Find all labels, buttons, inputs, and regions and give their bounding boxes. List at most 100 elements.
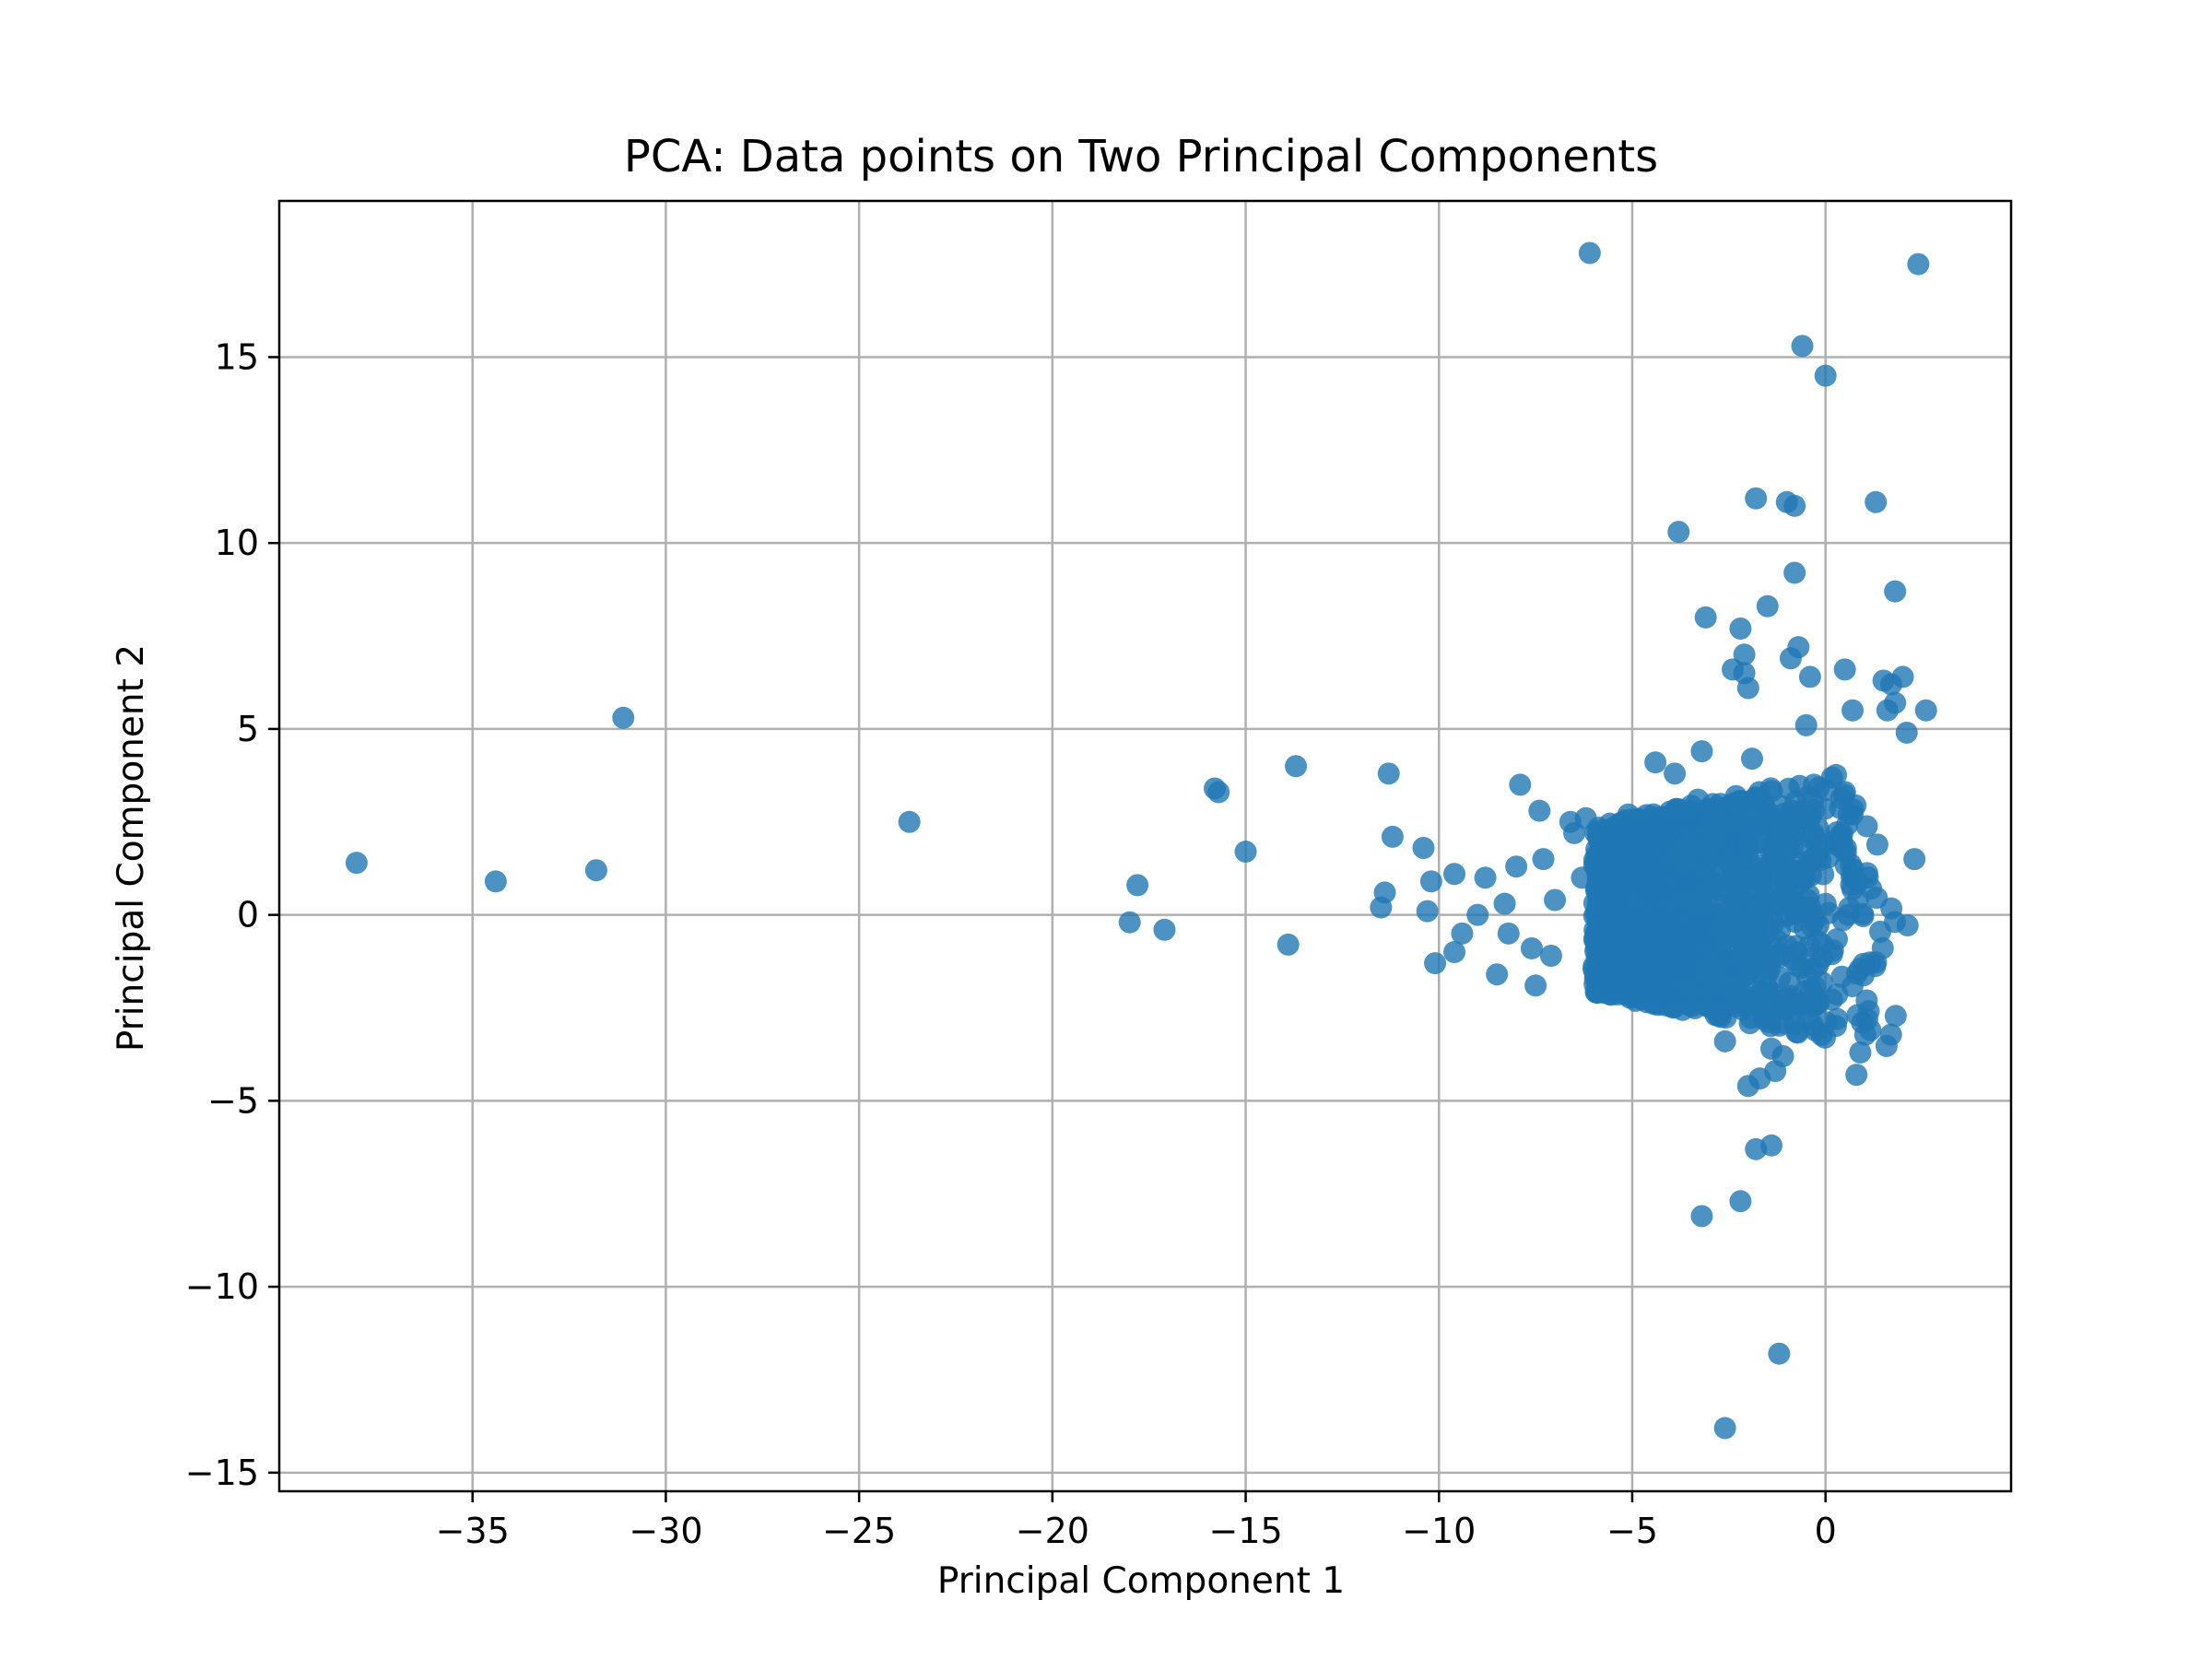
scatter-point — [1667, 521, 1690, 544]
scatter-point — [1771, 1044, 1794, 1067]
y-tick-label: 0 — [237, 895, 259, 935]
scatter-point — [1616, 966, 1639, 989]
scatter-point — [1811, 933, 1834, 956]
scatter-point — [1505, 855, 1528, 878]
scatter-point — [1903, 848, 1926, 871]
scatter-point — [1804, 994, 1827, 1017]
scatter-point — [1746, 870, 1769, 893]
scatter-point — [1841, 699, 1865, 722]
scatter-point — [1381, 825, 1404, 848]
scatter-point — [1759, 1134, 1783, 1157]
x-tick-label: −30 — [629, 1511, 702, 1551]
scatter-point — [1730, 919, 1753, 942]
scatter-point — [1698, 881, 1721, 904]
scatter-point — [1153, 918, 1176, 941]
y-tick-label: −5 — [207, 1080, 259, 1121]
scatter-point — [1497, 922, 1520, 945]
scatter-point — [1826, 982, 1849, 1006]
scatter-point — [1710, 832, 1733, 855]
y-tick-label: −10 — [185, 1266, 259, 1307]
scatter-point — [1539, 945, 1562, 968]
scatter-point — [1814, 892, 1837, 915]
chart-title: PCA: Data points on Two Principal Compon… — [624, 131, 1658, 182]
scatter-point — [1643, 868, 1666, 891]
x-tick-label: −20 — [1016, 1511, 1089, 1551]
scatter-point — [1830, 965, 1853, 988]
scatter-point — [1745, 487, 1768, 510]
scatter-point — [1755, 996, 1778, 1019]
scatter-point — [1625, 885, 1648, 908]
scatter-point — [1632, 948, 1655, 971]
scatter-point — [1590, 892, 1613, 915]
scatter-point — [1800, 914, 1823, 937]
scatter-point — [1524, 974, 1547, 997]
scatter-point — [1803, 773, 1826, 796]
scatter-point — [1734, 890, 1757, 913]
scatter-point — [484, 870, 507, 893]
scatter-point — [1706, 1000, 1729, 1023]
x-tick-label: −15 — [1208, 1511, 1282, 1551]
x-tick-label: −10 — [1402, 1511, 1476, 1551]
scatter-point — [1740, 747, 1763, 771]
scatter-point — [1914, 699, 1937, 722]
scatter-point — [1713, 1030, 1736, 1053]
scatter-point — [1796, 888, 1819, 912]
scatter-point — [1729, 1190, 1752, 1213]
scatter-point — [584, 859, 607, 882]
scatter-point — [1725, 971, 1748, 994]
scatter-point — [1544, 888, 1567, 912]
scatter-point — [1443, 863, 1466, 886]
scatter-point — [1609, 837, 1632, 860]
scatter-point — [1732, 935, 1755, 959]
scatter-point — [1578, 241, 1601, 265]
scatter-point — [1520, 936, 1543, 959]
scatter-point — [1719, 950, 1742, 973]
scatter-point — [1644, 751, 1667, 774]
scatter-points — [345, 241, 1937, 1440]
scatter-point — [1118, 911, 1141, 934]
y-tick-label: −15 — [185, 1453, 259, 1493]
scatter-point — [1664, 762, 1687, 785]
scatter-point — [1830, 830, 1853, 853]
scatter-point — [1687, 788, 1710, 811]
scatter-point — [1802, 821, 1825, 844]
scatter-point — [1783, 494, 1806, 517]
scatter-point — [1826, 1007, 1849, 1030]
scatter-point — [1659, 818, 1682, 841]
scatter-point — [1605, 877, 1628, 900]
scatter-point — [1865, 833, 1888, 856]
scatter-point — [1729, 791, 1752, 814]
x-tick-label: −25 — [822, 1511, 896, 1551]
scatter-point — [1768, 1342, 1791, 1365]
scatter-point — [1759, 836, 1783, 859]
scatter-point — [1675, 936, 1698, 959]
x-tick-label: −35 — [436, 1511, 510, 1551]
scatter-point — [1652, 918, 1675, 941]
scatter-point — [1640, 844, 1663, 867]
scatter-point — [1879, 1023, 1902, 1046]
scatter-point — [1724, 987, 1747, 1010]
scatter-point — [1851, 1011, 1874, 1034]
scatter-point — [1730, 812, 1753, 835]
scatter-point — [1776, 870, 1799, 893]
scatter-point — [1865, 490, 1888, 513]
scatter-point — [1694, 606, 1717, 629]
scatter-point — [1611, 903, 1634, 926]
scatter-point — [1833, 658, 1856, 681]
scatter-point — [1794, 713, 1818, 736]
scatter-point — [1880, 897, 1903, 920]
scatter-point — [1830, 787, 1853, 810]
scatter-point — [1416, 900, 1439, 923]
scatter-point — [1586, 959, 1609, 982]
scatter-point — [1769, 966, 1792, 989]
x-tick-label: 0 — [1815, 1511, 1837, 1551]
scatter-point — [1761, 908, 1784, 931]
scatter-point — [1845, 1064, 1868, 1087]
scatter-point — [345, 852, 368, 875]
scatter-point — [1682, 978, 1705, 1001]
scatter-point — [1783, 561, 1806, 584]
scatter-point — [1571, 866, 1594, 889]
scatter-point — [1617, 803, 1640, 826]
scatter-point — [1466, 903, 1489, 926]
